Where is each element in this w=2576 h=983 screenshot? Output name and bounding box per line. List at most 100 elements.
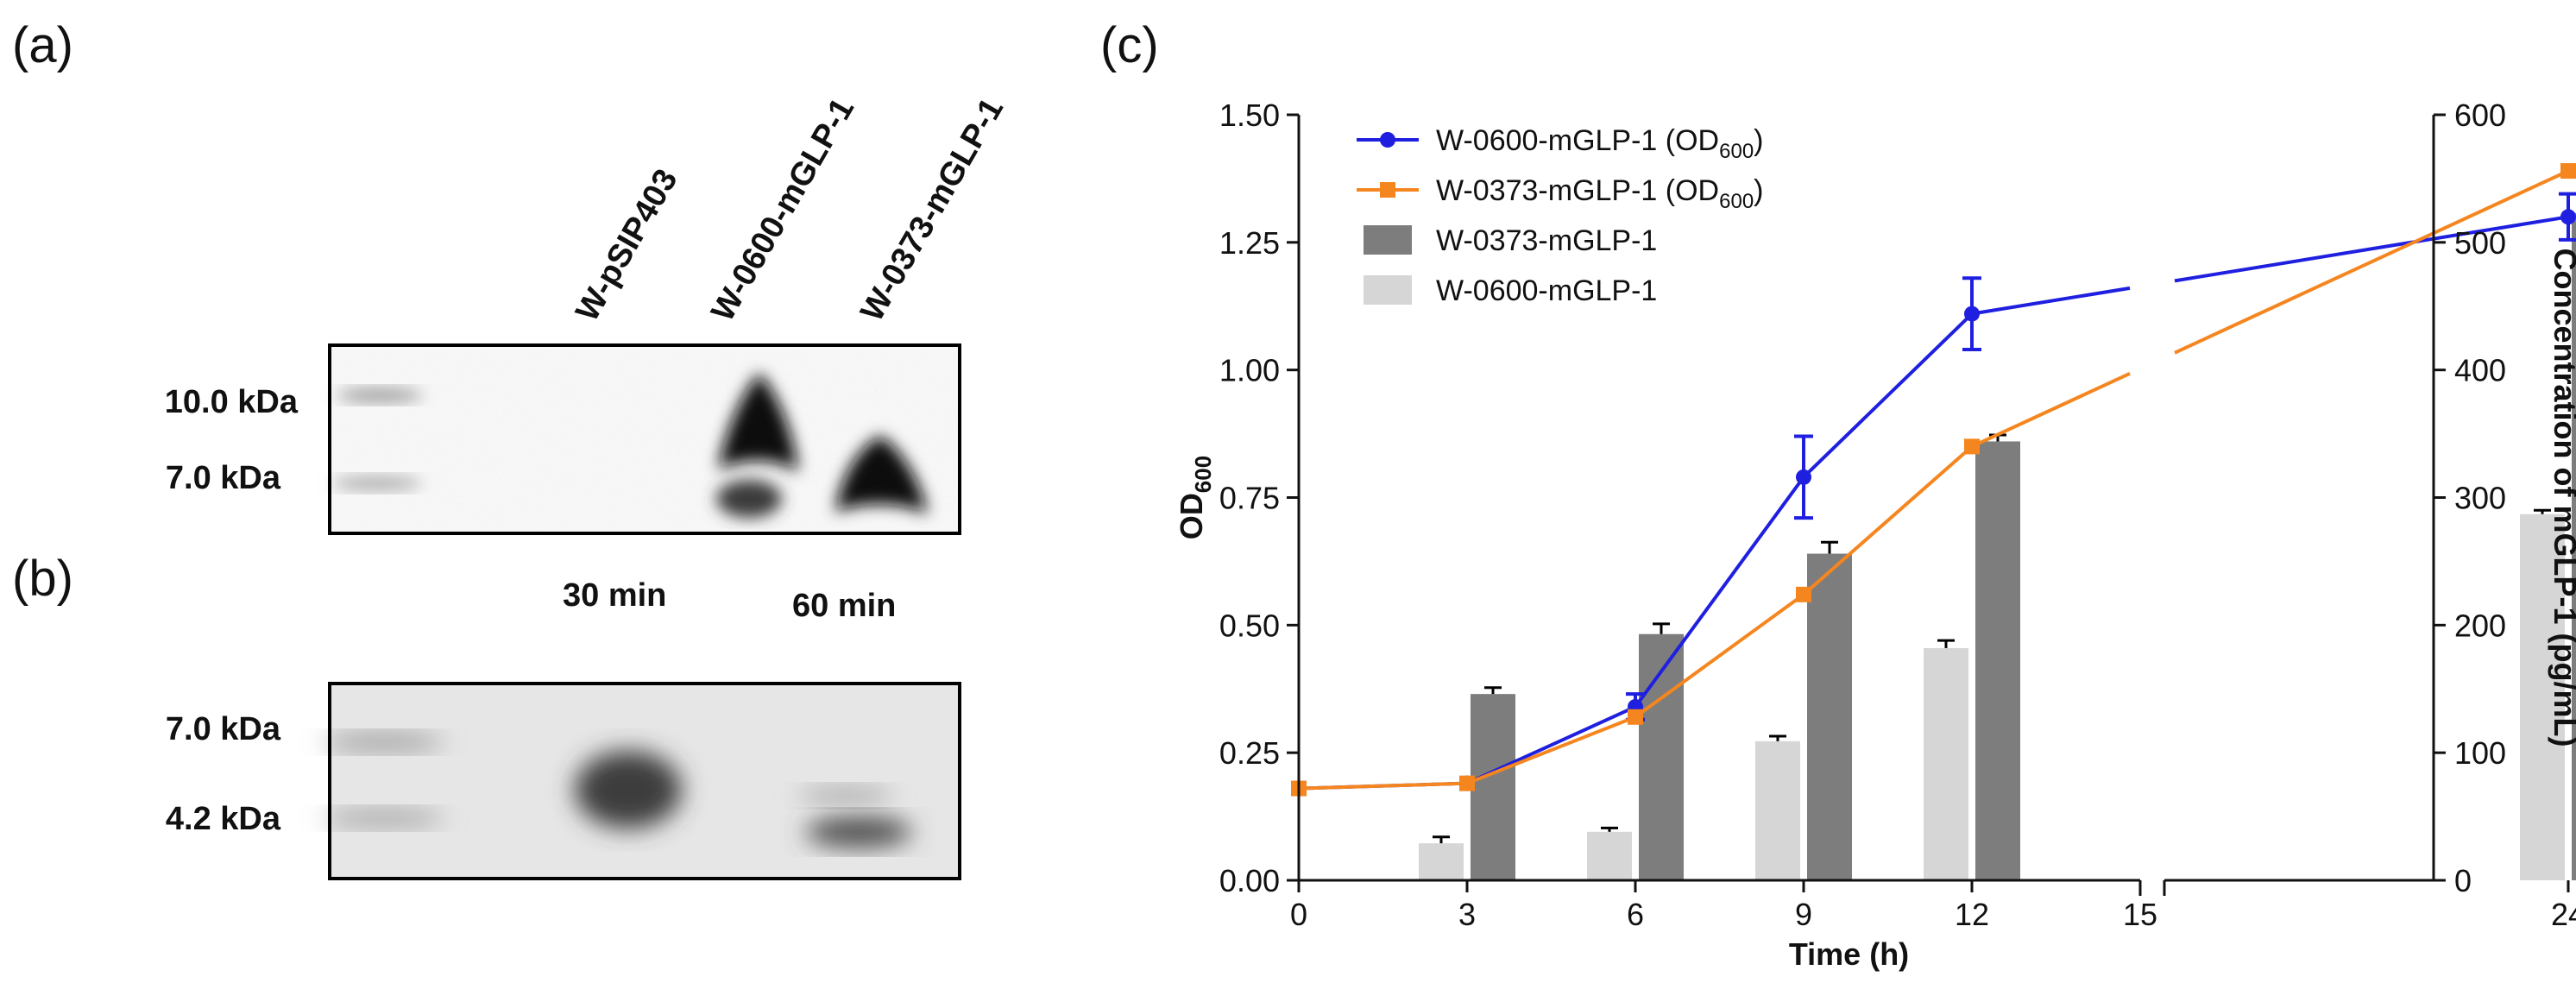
blot-a bbox=[328, 343, 961, 535]
blot-a-band-w0600-smear bbox=[716, 480, 782, 518]
y-tick-label-0: 0.00 bbox=[1219, 863, 1280, 898]
y-axis-title: OD600 bbox=[1174, 456, 1216, 539]
marker-7kda-b: 7.0 kDa bbox=[166, 711, 281, 747]
blot-a-frame bbox=[328, 343, 961, 535]
line-w0600-seg-2 bbox=[1634, 476, 1805, 709]
blot-a-ladder-band-upper bbox=[337, 388, 423, 402]
y2-tick-label-1: 100 bbox=[2454, 735, 2506, 771]
legend-marker-0 bbox=[1380, 132, 1395, 148]
legend-swatch-2 bbox=[1364, 225, 1412, 255]
panel-a-label: (a) bbox=[12, 17, 73, 73]
point-w0600-t24 bbox=[2560, 209, 2576, 225]
point-w0373-t12 bbox=[1964, 438, 1980, 455]
point-w0373-t24 bbox=[2560, 163, 2576, 180]
blot-a-band-w0600 bbox=[718, 373, 798, 473]
bar-w0373-t6 bbox=[1639, 633, 1684, 880]
lane-label-30min: 30 min bbox=[563, 577, 666, 614]
legend-label-main-2: W-0373-mGLP-1 bbox=[1436, 224, 1657, 257]
chart-legend: W-0600-mGLP-1 (OD600)W-0373-mGLP-1 (OD60… bbox=[1357, 124, 1764, 307]
x-tick-label-3: 9 bbox=[1795, 897, 1812, 932]
x-tick-label-0: 0 bbox=[1290, 897, 1307, 932]
y2-tick-label-3: 300 bbox=[2454, 481, 2506, 516]
line-w0373-seg-4b bbox=[2174, 169, 2569, 355]
y-tick-label-1: 0.25 bbox=[1219, 735, 1280, 771]
chart-lines bbox=[1291, 163, 2576, 797]
blot-b-band-60min-upper bbox=[798, 787, 893, 804]
blot-b bbox=[324, 682, 961, 880]
line-w0600-seg-4b bbox=[2174, 215, 2569, 283]
marker-7kda-a: 7.0 kDa bbox=[166, 460, 281, 496]
line-w0373-seg-4a bbox=[1971, 371, 2131, 449]
y2-axis-title: Concentration of mGLP-1 (pg/mL) bbox=[2548, 249, 2576, 747]
blot-a-noise bbox=[330, 345, 960, 533]
legend-marker-1 bbox=[1380, 182, 1395, 198]
line-w0600-seg-3 bbox=[1802, 312, 1974, 479]
bar-w0600-t9 bbox=[1755, 740, 1800, 880]
bar-w0600-t3 bbox=[1419, 843, 1464, 880]
lane-label-60min: 60 min bbox=[792, 588, 896, 624]
line-w0373-seg-1 bbox=[1466, 715, 1636, 785]
x-tick-label-6: 24 bbox=[2551, 897, 2576, 932]
y2-tick-label-6: 600 bbox=[2454, 98, 2506, 133]
y2-tick-label-2: 200 bbox=[2454, 608, 2506, 643]
line-w0600-seg-4a bbox=[1971, 286, 2131, 316]
legend-label-tail-0: ) bbox=[1754, 124, 1763, 157]
legend-label-sub-1: 600 bbox=[1719, 190, 1754, 213]
y2-tick-label-0: 0 bbox=[2454, 863, 2472, 898]
line-w0373-seg-2 bbox=[1634, 593, 1805, 719]
legend-label-main-1: W-0373-mGLP-1 (OD bbox=[1436, 174, 1719, 207]
panel-b-markers: 7.0 kDa 4.2 kDa bbox=[166, 711, 281, 837]
chart-c: 0.00 0.25 0.50 0.75 1.00 1.25 1.50 0 100 200 300 40… bbox=[1174, 98, 2576, 972]
panel-c-label: (c) bbox=[1100, 17, 1159, 73]
bar-w0373-t12 bbox=[1975, 441, 2020, 880]
legend-swatch-3 bbox=[1364, 275, 1412, 305]
marker-10kda: 10.0 kDa bbox=[165, 384, 299, 420]
y-axis-title-sub: 600 bbox=[1190, 456, 1216, 493]
lane-label-w-0600-mglp1: W-0600-mGLP-1 bbox=[704, 92, 861, 328]
panel-a-markers: 10.0 kDa 7.0 kDa bbox=[165, 384, 299, 496]
x-tick-label-2: 6 bbox=[1627, 897, 1644, 932]
blot-b-frame bbox=[328, 682, 961, 880]
legend-label-main-0: W-0600-mGLP-1 (OD bbox=[1436, 124, 1719, 157]
x-tick-label-5: 15 bbox=[2123, 897, 2157, 932]
legend-label-3: W-0600-mGLP-1 bbox=[1436, 274, 1657, 307]
blot-a-ladder-band-lower bbox=[332, 476, 422, 490]
x-tick-label-4: 12 bbox=[1955, 897, 1989, 932]
y-tick-label-3: 0.75 bbox=[1219, 481, 1280, 516]
bar-w0373-t24 bbox=[2572, 212, 2576, 880]
blot-b-ladder-band-lower bbox=[324, 810, 444, 827]
lane-label-w-0373-mglp1: W-0373-mGLP-1 bbox=[853, 92, 1011, 328]
bar-w0373-t9 bbox=[1807, 553, 1852, 880]
panel-b-lane-labels: 30 min 60 min bbox=[563, 577, 896, 624]
point-w0600-t9 bbox=[1796, 469, 1811, 485]
legend-label-2: W-0373-mGLP-1 bbox=[1436, 224, 1657, 257]
legend-label-0: W-0600-mGLP-1 (OD600) bbox=[1436, 124, 1764, 163]
point-w0373-t3 bbox=[1459, 775, 1475, 791]
y-tick-label-6: 1.50 bbox=[1219, 98, 1280, 133]
legend-label-tail-1: ) bbox=[1754, 174, 1763, 207]
legend-label-sub-0: 600 bbox=[1719, 140, 1754, 163]
y2-tick-label-4: 400 bbox=[2454, 353, 2506, 388]
panel-a-lane-labels: W-pSIP403 W-0600-mGLP-1 W-0373-mGLP-1 bbox=[569, 92, 1011, 328]
blot-b-band-30min bbox=[575, 751, 682, 829]
bar-w0600-t6 bbox=[1587, 831, 1632, 880]
chart-bars bbox=[1419, 212, 2576, 880]
bar-w0600-t24 bbox=[2520, 514, 2565, 880]
panel-b-label: (b) bbox=[12, 551, 73, 607]
legend-label-main-3: W-0600-mGLP-1 bbox=[1436, 274, 1657, 307]
point-w0373-t9 bbox=[1796, 586, 1811, 602]
bar-w0600-t12 bbox=[1924, 647, 1968, 880]
line-w0373-seg-3 bbox=[1802, 444, 1974, 596]
blot-b-ladder-band-upper bbox=[324, 734, 444, 751]
bar-w0373-t3 bbox=[1471, 694, 1515, 880]
x-axis-title: Time (h) bbox=[1789, 936, 1909, 972]
point-w0373-t6 bbox=[1628, 709, 1643, 725]
blot-a-band-w0373 bbox=[835, 436, 928, 514]
line-w0373-seg-0 bbox=[1298, 781, 1468, 791]
y-axis-title-main: OD bbox=[1174, 493, 1209, 539]
y2-tick-label-5: 500 bbox=[2454, 225, 2506, 261]
y-tick-label-4: 1.00 bbox=[1219, 353, 1280, 388]
x-tick-label-1: 3 bbox=[1458, 897, 1476, 932]
lane-label-w-psip403: W-pSIP403 bbox=[569, 163, 684, 327]
